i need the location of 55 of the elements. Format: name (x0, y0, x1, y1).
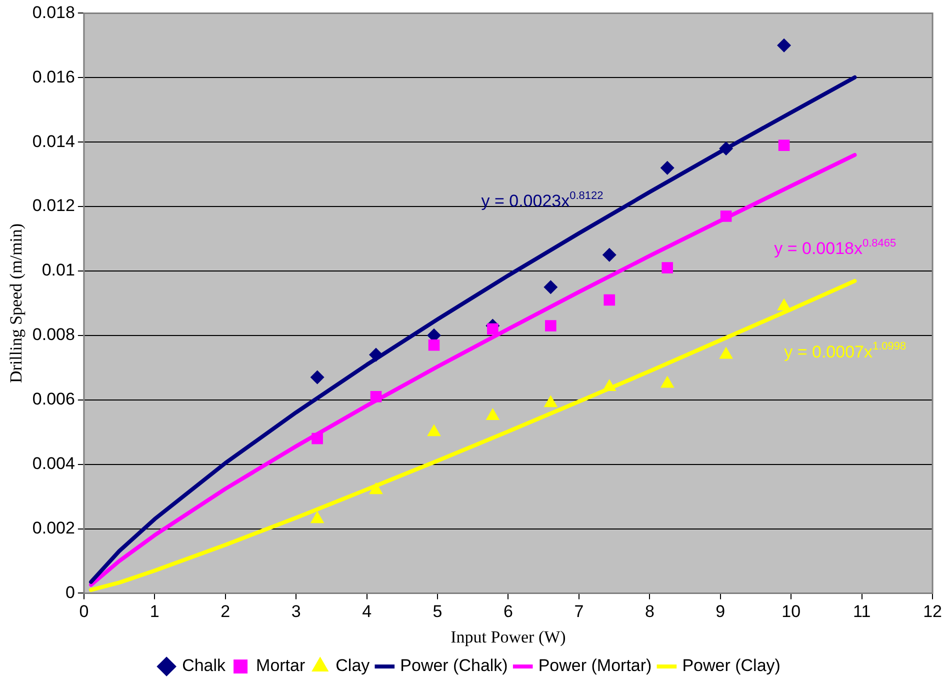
y-tick-label: 0.018 (32, 2, 75, 22)
y-tick-label: 0.012 (32, 196, 75, 216)
point (720, 210, 732, 222)
point (487, 323, 498, 335)
point (544, 395, 558, 408)
legend-label: Power (Chalk) (400, 656, 508, 676)
y-axis-title: Drilling Speed (m/min) (6, 223, 26, 383)
point (777, 38, 792, 52)
x-tick-label: 7 (574, 602, 584, 622)
point (719, 142, 734, 156)
point (660, 160, 674, 175)
x-tick-label: 12 (923, 602, 942, 622)
x-tick-label: 5 (432, 602, 442, 622)
point (719, 346, 733, 359)
x-tick-label: 1 (150, 602, 160, 622)
legend-label: Chalk (182, 656, 226, 676)
y-tick-label: 0.008 (32, 325, 75, 344)
y-tick-label: 0.006 (32, 390, 75, 409)
point (778, 140, 790, 151)
legend-label: Power (Clay) (682, 656, 780, 676)
x-tick-label: 9 (716, 602, 726, 622)
legend-label: Power (Mortar) (538, 656, 652, 676)
x-tick-label: 0 (79, 602, 89, 622)
x-tick-label: 4 (362, 602, 372, 622)
x-tick-label: 6 (504, 602, 513, 622)
point (486, 408, 500, 420)
y-tick-label: 0 (65, 582, 75, 602)
x-tick-label: 8 (644, 602, 654, 622)
point (602, 378, 616, 391)
y-tick-label: 0.01 (42, 260, 75, 280)
point (369, 482, 383, 494)
point (604, 294, 616, 306)
point (428, 339, 440, 351)
point (369, 348, 384, 362)
legend-label: Clay (336, 656, 370, 676)
x-tick-label: 10 (782, 602, 801, 622)
point (310, 370, 324, 384)
x-tick-label: 2 (220, 602, 230, 622)
point (310, 511, 324, 524)
x-tick-label: 11 (853, 602, 871, 622)
y-tick-label: 0.002 (32, 518, 75, 538)
x-tick-label: 3 (291, 602, 301, 622)
x-axis-title: Input Power (W) (450, 627, 566, 646)
y-tick-label: 0.004 (32, 454, 75, 473)
y-tick-label: 0.016 (32, 67, 75, 86)
point (370, 390, 382, 402)
y-tick-label: 0.014 (32, 132, 75, 151)
point (602, 248, 616, 262)
legend-label: Mortar (256, 656, 306, 676)
point (660, 376, 674, 388)
point (312, 432, 323, 444)
point (544, 280, 558, 294)
point (427, 424, 441, 436)
point (662, 262, 674, 274)
point (545, 320, 556, 332)
